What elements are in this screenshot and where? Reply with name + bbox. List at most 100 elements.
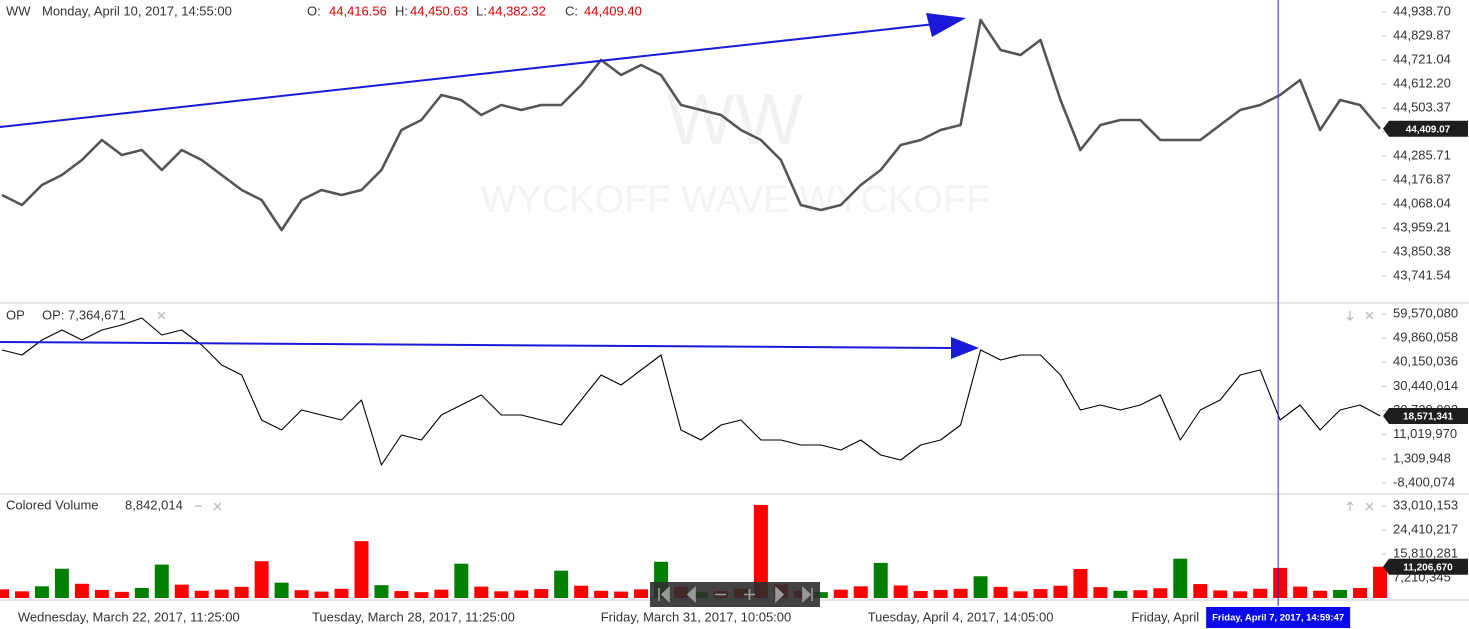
panel-title: Colored Volume xyxy=(6,497,99,512)
y-tick-label: 44,285.71 xyxy=(1393,147,1451,162)
price-line xyxy=(1,18,1381,232)
volume-bar xyxy=(314,591,329,598)
ohlc-value: 44,416.56 xyxy=(329,3,387,18)
ohlc-name: L: xyxy=(476,3,487,18)
volume-bar xyxy=(594,590,609,598)
nav-first[interactable] xyxy=(658,586,670,603)
y-tick-label: 44,612.20 xyxy=(1393,75,1451,90)
volume-bar xyxy=(1213,590,1228,598)
panel-title: OP xyxy=(6,307,25,322)
last-value-label: 18,571,341 xyxy=(1403,412,1453,423)
ohlc-name: O: xyxy=(307,3,321,18)
volume-bar xyxy=(34,586,49,598)
readout: OP: 7,364,671 xyxy=(42,307,126,322)
watermark-text: WYCKOFF WAVE WYCKOFF xyxy=(481,179,990,221)
volume-bar xyxy=(833,589,848,598)
last-value-label: 11,206,670 xyxy=(1403,562,1453,573)
readout: 8,842,014 xyxy=(125,497,183,512)
volume-bar xyxy=(1053,585,1068,598)
volume-bar xyxy=(134,587,149,598)
volume-bar xyxy=(1013,591,1028,598)
volume-bar xyxy=(94,589,109,598)
close-icon[interactable] xyxy=(157,311,166,320)
volume-bar xyxy=(0,589,9,598)
volume-bar xyxy=(294,590,309,598)
nav-background xyxy=(650,582,820,607)
volume-bar xyxy=(74,583,89,598)
volume-bar xyxy=(374,585,389,598)
volume-bar xyxy=(394,591,409,598)
nav-glyph xyxy=(802,586,813,603)
nav-prev[interactable] xyxy=(686,586,696,603)
y-tick-label: 44,829.87 xyxy=(1393,27,1451,42)
arrow-glyph xyxy=(1346,501,1354,511)
y-tick-label: 43,850.38 xyxy=(1393,243,1451,258)
volume-bar xyxy=(1153,588,1168,598)
y-tick-label: 43,741.54 xyxy=(1393,267,1451,282)
volume-bar xyxy=(514,590,529,598)
move-up-icon[interactable] xyxy=(1346,501,1354,511)
ohlc-value: 44,450.63 xyxy=(410,3,468,18)
crosshair-label: Friday, April 7, 2017, 14:59:47 xyxy=(1212,613,1344,624)
ohlc-name: H: xyxy=(395,3,408,18)
volume-bar xyxy=(1193,584,1208,598)
nav-glyph xyxy=(775,586,785,603)
y-tick-label: 59,570,080 xyxy=(1393,305,1458,320)
volume-bar xyxy=(1373,566,1387,598)
y-tick-label: 30,440,014 xyxy=(1393,378,1458,393)
volume-bar xyxy=(873,562,888,598)
trend-line xyxy=(0,23,936,128)
y-tick-label: -8,400,074 xyxy=(1393,474,1455,489)
crosshair-label-box xyxy=(1206,607,1351,628)
trend-arrowhead xyxy=(926,13,966,37)
y-tick-label: 44,176.87 xyxy=(1393,171,1451,186)
close-glyph xyxy=(213,502,222,511)
ohlc-name: C: xyxy=(565,3,578,18)
volume-bar xyxy=(1093,587,1108,598)
nav-glyph xyxy=(744,589,755,600)
symbol: WW xyxy=(6,3,31,18)
volume-bar xyxy=(1313,590,1328,598)
close-icon[interactable] xyxy=(1365,502,1374,511)
volume-bar xyxy=(1253,588,1268,598)
volume-bar xyxy=(214,589,229,598)
y-tick-label: 49,860,058 xyxy=(1393,330,1458,345)
trend-line xyxy=(0,341,956,349)
last-value-label: 44,409.07 xyxy=(1406,124,1451,135)
close-icon[interactable] xyxy=(1365,311,1374,320)
close-glyph xyxy=(1365,502,1374,511)
volume-bar xyxy=(1033,589,1048,598)
y-tick-label: 1,309,948 xyxy=(1393,450,1451,465)
y-tick-label: 44,503.37 xyxy=(1393,99,1451,114)
watermark-text: WW xyxy=(667,80,803,160)
volume-bar xyxy=(1113,590,1128,598)
watermark: WW WYCKOFF WAVE WYCKOFF xyxy=(481,80,990,221)
volume-bar xyxy=(274,582,289,598)
move-down-icon[interactable] xyxy=(1346,311,1354,321)
volume-bar xyxy=(454,563,469,598)
close-icon[interactable] xyxy=(213,502,222,511)
nav-next[interactable] xyxy=(775,586,785,603)
volume-bar xyxy=(1293,586,1308,598)
volume-bar xyxy=(1073,569,1088,598)
volume-bar xyxy=(234,586,249,598)
volume-bar xyxy=(334,588,349,598)
volume-bar xyxy=(973,576,988,598)
x-tick-label: Wednesday, March 22, 2017, 11:25:00 xyxy=(18,609,240,624)
x-tick-label: Tuesday, March 28, 2017, 11:25:00 xyxy=(312,609,515,624)
volume-bar xyxy=(254,561,269,598)
volume-bar xyxy=(414,592,429,598)
volume-bar xyxy=(813,592,828,598)
ohlc-value: 44,382.32 xyxy=(488,3,546,18)
volume-bar xyxy=(494,591,509,598)
nav-last[interactable] xyxy=(802,586,813,603)
volume-bar xyxy=(534,589,549,598)
volume-bar xyxy=(54,568,69,598)
nav-zoom-in[interactable] xyxy=(744,589,755,600)
volume-bar xyxy=(853,586,868,598)
volume-bar xyxy=(434,589,449,598)
volume-bar xyxy=(194,590,209,598)
y-tick-label: 11,019,970 xyxy=(1393,426,1457,441)
